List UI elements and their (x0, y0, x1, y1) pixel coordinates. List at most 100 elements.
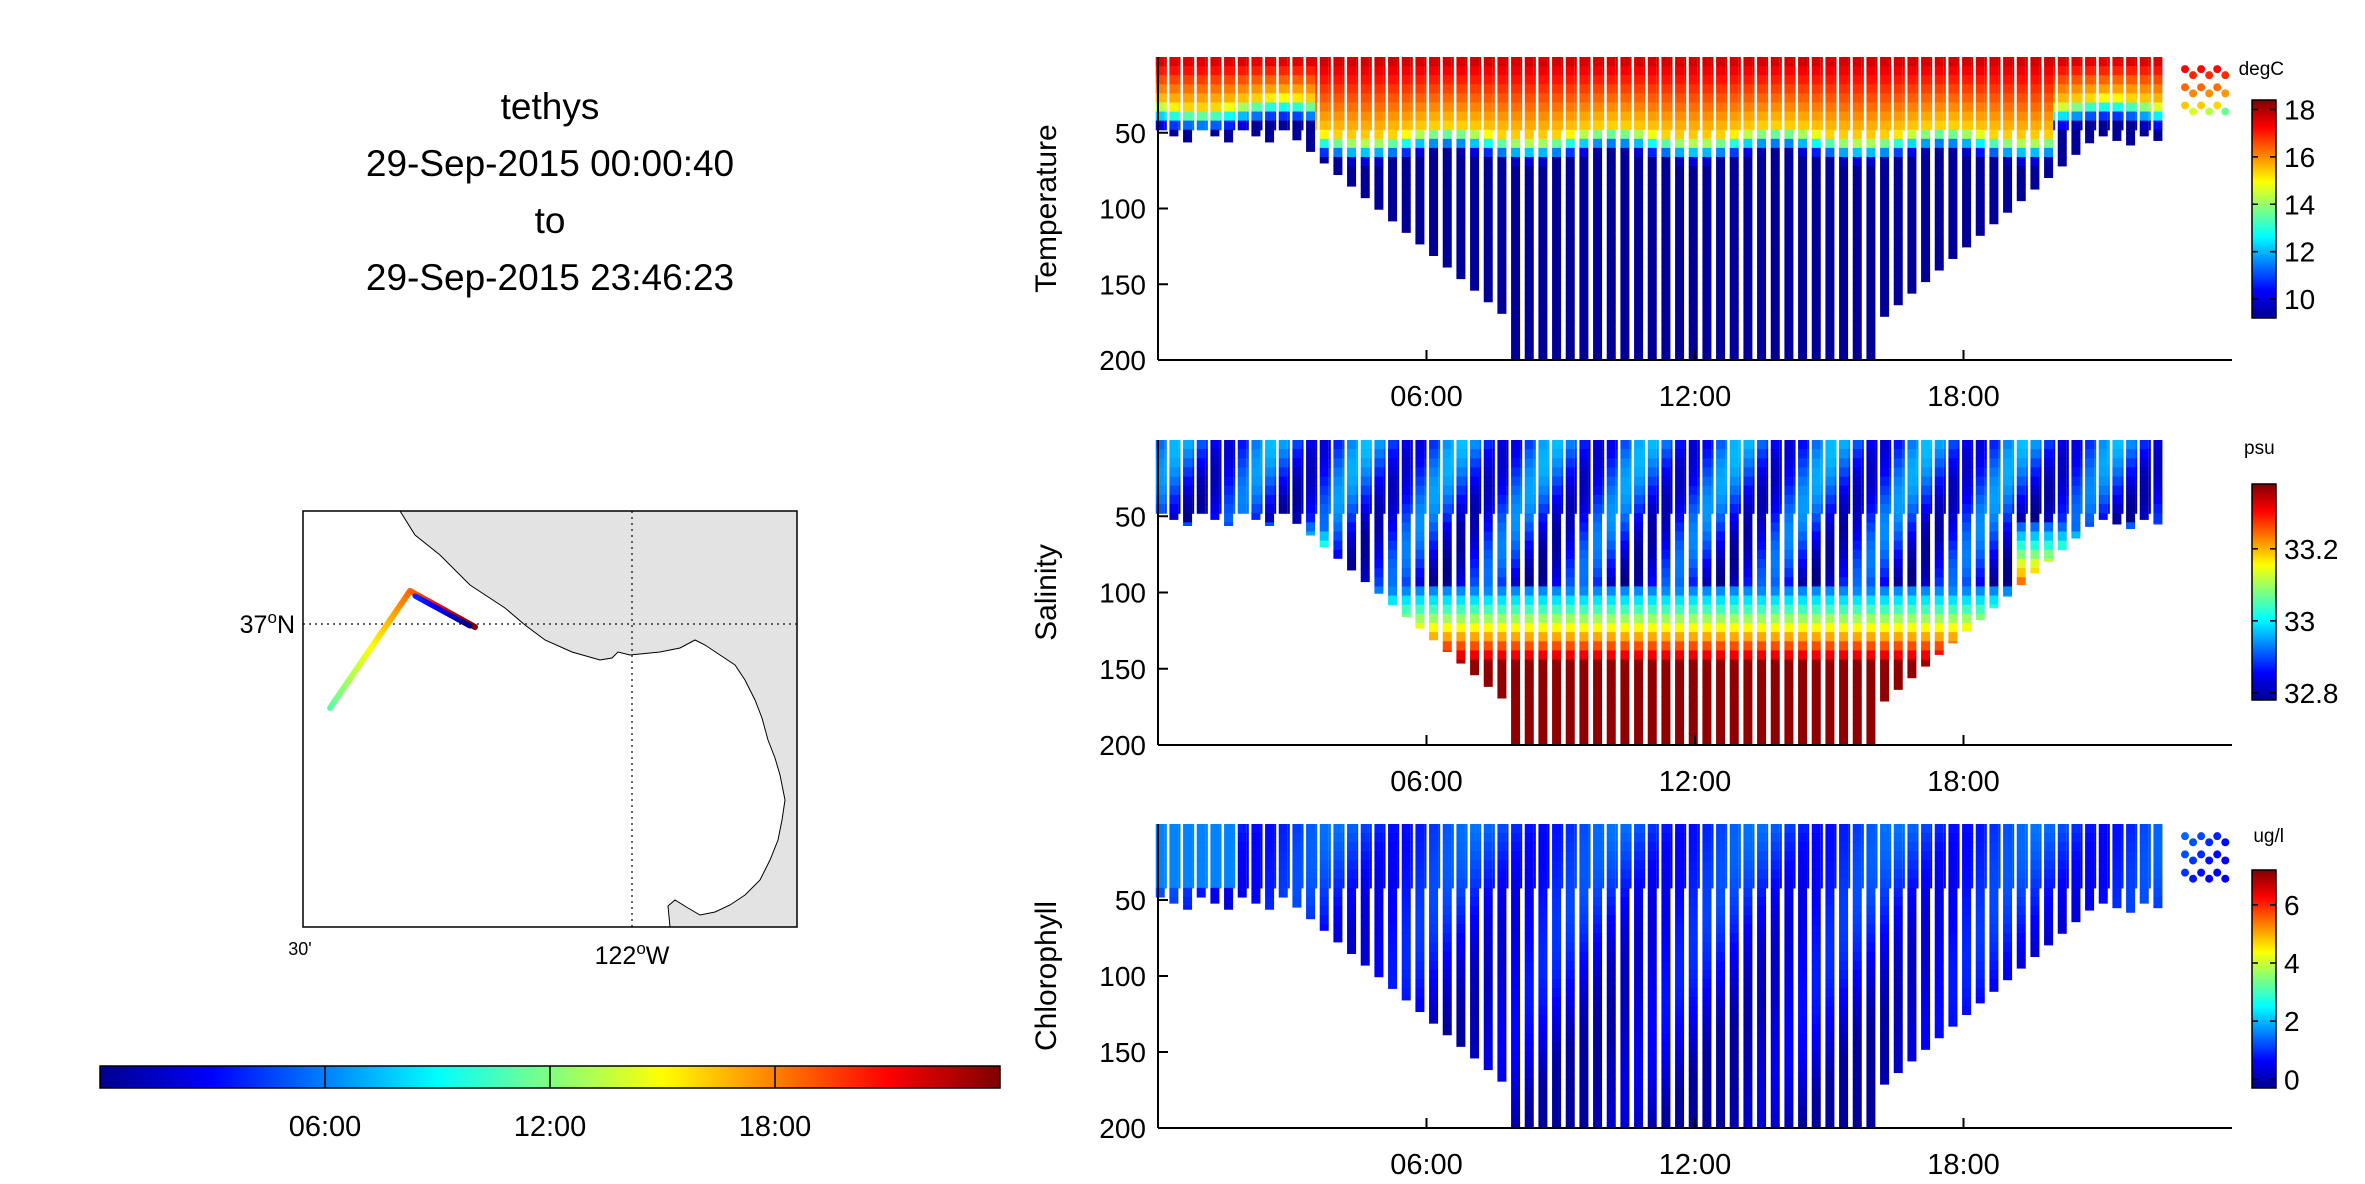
profile-point (1702, 623, 1712, 633)
profile-point (1278, 449, 1288, 459)
profile-point (1511, 102, 1521, 113)
profile-point (1702, 120, 1712, 131)
profile-point (1533, 449, 1536, 459)
profile-point (2139, 75, 2149, 85)
profile-point (1588, 66, 1591, 76)
profile-point (2112, 129, 2122, 140)
profile-point (1178, 504, 1181, 514)
profile-point (1634, 229, 1644, 240)
profile-point (1169, 842, 1179, 852)
profile-point (1274, 878, 1277, 889)
profile-point (1169, 66, 1179, 76)
profile-point (2153, 504, 2163, 514)
profile-point (1811, 586, 1821, 597)
profile-point (1524, 732, 1534, 743)
profile-point (1702, 129, 1712, 140)
profile-point (1784, 75, 1794, 85)
profile-point (1401, 57, 1411, 67)
profile-point (1287, 75, 1290, 85)
profile-point (1825, 723, 1835, 734)
profile-point (1825, 111, 1835, 122)
profile-point (1511, 650, 1521, 661)
profile-point (2030, 120, 2040, 131)
profile-point (1766, 66, 1769, 76)
profile-point (1811, 549, 1821, 560)
profile-point (1524, 513, 1534, 523)
profile-point (1192, 467, 1195, 478)
profile-point (1520, 84, 1523, 94)
profile-point (1861, 66, 1864, 76)
profile-point (1251, 887, 1261, 898)
profile-point (1702, 540, 1712, 551)
profile-point (1246, 440, 1249, 450)
profile-point (1643, 504, 1646, 514)
profile-point (1675, 604, 1685, 615)
profile-point (1178, 111, 1181, 122)
profile-point (1388, 549, 1398, 560)
profile-point (1825, 329, 1835, 340)
profile-point (1711, 440, 1714, 450)
profile-point (1634, 129, 1644, 140)
profile-point (1738, 111, 1741, 122)
profile-point (1807, 458, 1810, 469)
profile-point (2107, 102, 2110, 113)
lon-minutes-label: 30' (288, 939, 311, 959)
profile-point (1620, 238, 1630, 249)
profile-point (1921, 156, 1931, 167)
profile-point (1319, 833, 1329, 843)
profile-point (1401, 129, 1411, 140)
profile-point (1716, 696, 1726, 706)
profile-point (1634, 320, 1644, 331)
profile-point (1757, 687, 1767, 697)
profile-point (1757, 338, 1767, 349)
profile-point (2053, 458, 2056, 469)
profile-point (1260, 869, 1263, 880)
profile-point (1360, 175, 1370, 185)
profile-point (1356, 449, 1359, 459)
profile-point (1205, 102, 1208, 113)
profile-point (2107, 93, 2110, 104)
profile-point (1675, 632, 1685, 642)
profile-point (1442, 120, 1452, 131)
profile-point (1292, 842, 1302, 852)
profile-point (2153, 449, 2163, 459)
profile-point (1770, 494, 1780, 505)
profile-point (1866, 595, 1876, 606)
range-separator: to (534, 200, 566, 241)
profile-point (1547, 440, 1550, 450)
profile-point (1729, 623, 1739, 633)
profile-point (1729, 595, 1739, 606)
profile-point (1301, 851, 1304, 862)
profile-point (2107, 476, 2110, 487)
profile-point (1962, 57, 1972, 67)
profile-point (1292, 449, 1302, 459)
profile-point (1852, 229, 1862, 240)
profile-point (1274, 57, 1277, 67)
profile-point (1552, 93, 1562, 104)
profile-point (1902, 75, 1905, 85)
profile-point (1169, 896, 1179, 904)
profile-point (1260, 440, 1263, 450)
profile-point (1374, 504, 1384, 514)
profile-point (1629, 66, 1632, 76)
profile-point (1880, 641, 1890, 652)
profile-point (1989, 84, 1999, 94)
profile-point (1839, 57, 1849, 67)
profile-point (1820, 111, 1823, 122)
profile-point (1552, 586, 1562, 597)
profile-point (1943, 494, 1946, 505)
profile-point (1415, 229, 1425, 240)
profile-point (1265, 896, 1275, 907)
profile-point (1907, 166, 1917, 176)
profile-point (1483, 120, 1493, 131)
profile-point (1893, 111, 1903, 122)
profile-point (1998, 504, 2001, 514)
profile-point (1388, 595, 1398, 606)
profile-point (1429, 595, 1439, 606)
profile-point (1839, 156, 1849, 167)
profile-point (1183, 494, 1193, 505)
profile-point (1948, 613, 1958, 624)
profile-point (2039, 449, 2042, 459)
profile-point (1164, 842, 1167, 852)
profile-point (1251, 440, 1261, 450)
